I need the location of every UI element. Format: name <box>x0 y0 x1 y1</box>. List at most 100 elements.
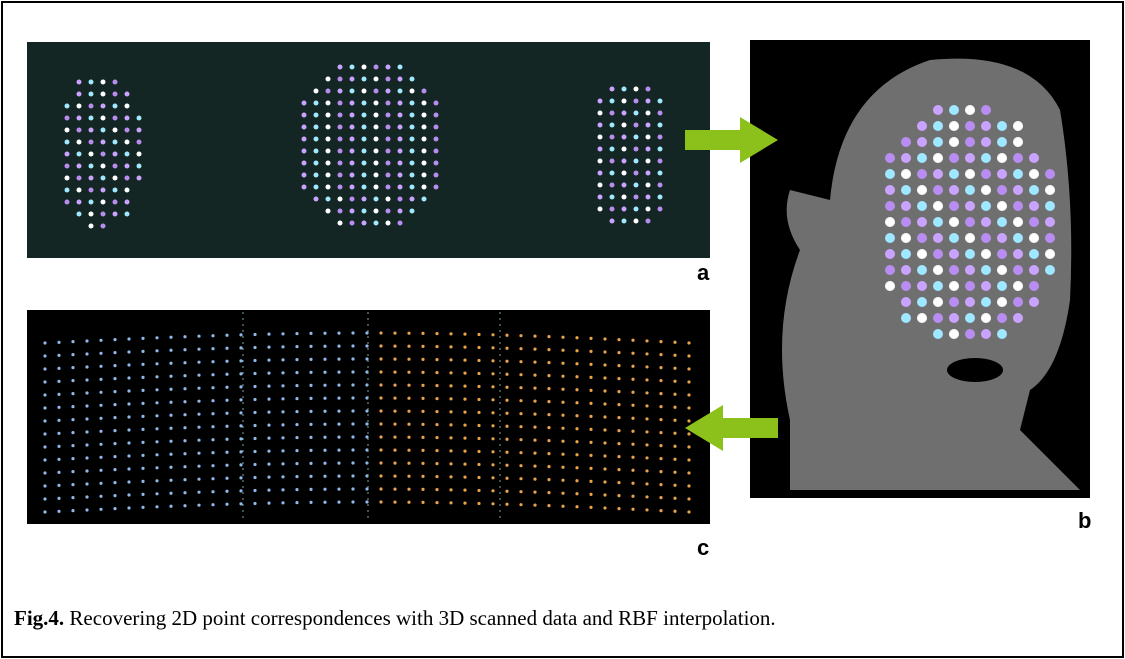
marker-dot <box>211 373 214 376</box>
marker-dot <box>505 438 508 441</box>
marker-dot <box>949 121 959 131</box>
marker-dot <box>598 147 603 152</box>
marker-dot <box>435 384 438 387</box>
marker-dot <box>281 449 284 452</box>
marker-dot <box>622 147 627 152</box>
marker-dot <box>435 423 438 426</box>
marker-dot <box>901 281 911 291</box>
marker-dot <box>603 350 606 353</box>
marker-dot <box>646 99 651 104</box>
marker-dot <box>239 359 242 362</box>
marker-dot <box>326 173 331 178</box>
marker-dot <box>933 121 943 131</box>
marker-dot <box>99 404 102 407</box>
marker-dot <box>89 224 94 229</box>
marker-dot <box>687 354 690 357</box>
marker-dot <box>314 89 319 94</box>
marker-dot <box>1045 217 1055 227</box>
marker-dot <box>113 176 118 181</box>
marker-dot <box>351 448 354 451</box>
marker-dot <box>885 217 895 227</box>
marker-dot <box>658 159 663 164</box>
marker-dot <box>1029 233 1039 243</box>
marker-dot <box>239 372 242 375</box>
marker-dot <box>155 349 158 352</box>
marker-dot <box>435 410 438 413</box>
marker-dot <box>997 201 1007 211</box>
marker-dot <box>350 101 355 106</box>
marker-dot <box>610 123 615 128</box>
marker-dot <box>561 336 564 339</box>
marker-dot <box>309 397 312 400</box>
marker-dot <box>253 424 256 427</box>
marker-dot <box>1013 121 1023 131</box>
marker-dot <box>435 332 438 335</box>
marker-dot <box>981 313 991 323</box>
marker-dot <box>113 442 116 445</box>
marker-dot <box>309 488 312 491</box>
marker-dot <box>101 176 106 181</box>
marker-dot <box>309 410 312 413</box>
marker-dot <box>505 373 508 376</box>
marker-dot <box>533 478 536 481</box>
marker-dot <box>225 386 228 389</box>
marker-dot <box>634 111 639 116</box>
marker-dot <box>137 176 142 181</box>
marker-dot <box>491 463 494 466</box>
marker-dot <box>997 217 1007 227</box>
marker-dot <box>365 500 368 503</box>
marker-dot <box>337 396 340 399</box>
marker-dot <box>43 341 46 344</box>
marker-dot <box>253 476 256 479</box>
marker-dot <box>610 171 615 176</box>
marker-dot <box>113 403 116 406</box>
marker-dot <box>981 105 991 115</box>
marker-dot <box>997 169 1007 179</box>
marker-dot <box>89 212 94 217</box>
marker-dot <box>917 233 927 243</box>
marker-dot <box>141 428 144 431</box>
marker-dot <box>603 480 606 483</box>
marker-dot <box>463 398 466 401</box>
marker-dot <box>981 137 991 147</box>
marker-dot <box>659 340 662 343</box>
marker-dot <box>125 176 130 181</box>
marker-dot <box>398 185 403 190</box>
marker-dot <box>350 173 355 178</box>
marker-dot <box>421 371 424 374</box>
marker-dot <box>350 221 355 226</box>
marker-dot <box>281 423 284 426</box>
marker-dot <box>410 161 415 166</box>
marker-dot <box>533 491 536 494</box>
marker-dot <box>434 149 439 154</box>
marker-dot <box>169 492 172 495</box>
marker-dot <box>997 313 1007 323</box>
marker-dot <box>183 491 186 494</box>
marker-dot <box>338 185 343 190</box>
marker-dot <box>589 376 592 379</box>
marker-dot <box>125 188 130 193</box>
marker-dot <box>113 128 118 133</box>
marker-dot <box>351 357 354 360</box>
marker-dot <box>1013 201 1023 211</box>
marker-dot <box>295 397 298 400</box>
marker-dot <box>933 297 943 307</box>
marker-dot <box>598 171 603 176</box>
marker-dot <box>386 89 391 94</box>
marker-dot <box>410 137 415 142</box>
marker-dot <box>374 89 379 94</box>
marker-dot <box>491 346 494 349</box>
marker-dot <box>225 399 228 402</box>
marker-dot <box>631 378 634 381</box>
marker-dot <box>981 121 991 131</box>
marker-dot <box>77 152 82 157</box>
marker-dot <box>449 384 452 387</box>
marker-dot <box>410 197 415 202</box>
marker-dot <box>645 365 648 368</box>
marker-dot <box>1013 217 1023 227</box>
marker-dot <box>362 125 367 130</box>
marker-dot <box>169 349 172 352</box>
figure: a b c <box>0 0 1125 600</box>
marker-dot <box>673 445 676 448</box>
marker-dot <box>659 483 662 486</box>
